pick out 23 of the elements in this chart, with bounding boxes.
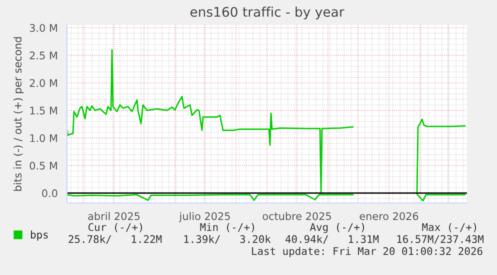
y-tick-label: 2.0 M xyxy=(30,79,57,87)
x-tick-label: octubre 2025 xyxy=(262,212,331,220)
text: Max (-/+) xyxy=(422,223,476,232)
text: Last update: Fri Mar 20 01:00:32 2026 xyxy=(252,246,482,258)
x-tick-label: enero 2026 xyxy=(360,212,418,220)
y-axis-title: bits in (-) / out (+) per second xyxy=(13,37,24,191)
y-tick-label: 1.5 M xyxy=(30,106,57,115)
y-tick-label: 2.5 M xyxy=(30,52,57,60)
y-tick-label: 3.0 M xyxy=(30,24,57,32)
x-tick-label: abril 2025 xyxy=(88,212,140,220)
y-tick-label: 0.0 xyxy=(42,189,58,198)
text: Cur (-/+) xyxy=(88,223,142,232)
x-tick-label: julio 2025 xyxy=(179,212,230,222)
text: 40.94k/ 1.31M xyxy=(285,234,379,244)
text: 16.57M/237.43M xyxy=(397,235,484,244)
chart-title: ens160 traffic - by year xyxy=(190,6,344,20)
y-tick-label: 0.5 M xyxy=(30,162,57,170)
text: Min (-/+) xyxy=(200,222,254,232)
text: 1.39k/ 3.20k xyxy=(184,234,271,244)
text: 25.78k/ 1.22M xyxy=(68,234,162,244)
legend-label: bps xyxy=(30,230,48,241)
text: Avg (-/+) xyxy=(310,222,364,234)
y-tick-label: 1.0 M xyxy=(30,134,57,142)
